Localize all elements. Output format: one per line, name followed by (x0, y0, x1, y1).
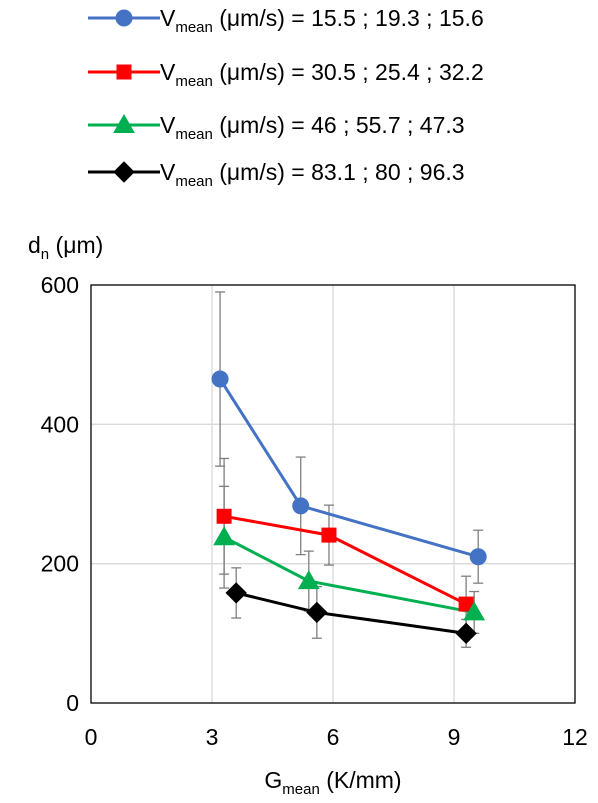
legend-label-sub: mean (175, 173, 213, 190)
x-tick-label: 3 (206, 724, 219, 750)
series-1-point-2 (292, 497, 310, 515)
y-axis-label-sub: n (41, 246, 49, 263)
series-1-point-1 (211, 370, 229, 388)
legend-label: Vmean (μm/s) = 46 ; 55.7 ; 47.3 (160, 112, 465, 143)
series-3-point-1 (213, 526, 235, 546)
series-3-point-2 (297, 570, 320, 590)
legend-entry-2: Vmean (μm/s) = 30.5 ; 25.4 ; 32.2 (88, 59, 484, 90)
y-axis-label-base: d (28, 232, 41, 258)
legend-label-sub: mean (175, 126, 213, 143)
legend-label-rest: (μm/s) = 46 ; 55.7 ; 47.3 (213, 112, 465, 138)
series-line-1 (218, 378, 479, 559)
x-axis-label-base: G (264, 767, 282, 793)
series-line-3 (223, 535, 475, 614)
legend-label-base: V (160, 159, 176, 185)
y-tick-label: 600 (41, 272, 79, 298)
series-2-point-2 (321, 527, 337, 543)
y-axis-label: dn (μm) (28, 232, 103, 263)
series-lines (218, 378, 479, 635)
y-tick-label: 0 (66, 690, 79, 716)
x-tick-label: 6 (327, 724, 340, 750)
legend-label: Vmean (μm/s) = 15.5 ; 19.3 ; 15.6 (160, 5, 484, 36)
tick-labels: 0 3 6 9 12 0 200 400 600 (41, 272, 588, 750)
legend-label-rest: (μm/s) = 30.5 ; 25.4 ; 32.2 (213, 59, 484, 85)
legend-label-base: V (160, 59, 176, 85)
series-2-point-1 (216, 508, 232, 524)
legend-marker (115, 9, 133, 27)
markers (211, 370, 487, 645)
series-line-2 (223, 514, 467, 606)
series-4-point-3 (455, 622, 477, 645)
x-tick-label: 12 (562, 724, 588, 750)
x-axis-label: Gmean (K/mm) (264, 767, 401, 798)
legend-label-sub: mean (175, 73, 213, 90)
legend-label-rest: (μm/s) = 83.1 ; 80 ; 96.3 (213, 159, 465, 185)
series-1-point-3 (469, 548, 487, 566)
series-line-4 (235, 591, 467, 635)
legend-label: Vmean (μm/s) = 30.5 ; 25.4 ; 32.2 (160, 59, 484, 90)
x-axis-label-sub: mean (282, 781, 320, 798)
x-tick-label: 0 (85, 724, 98, 750)
legend-label-base: V (160, 112, 176, 138)
y-tick-label: 200 (41, 551, 79, 577)
legend-marker (116, 64, 132, 80)
legend-label: Vmean (μm/s) = 83.1 ; 80 ; 96.3 (160, 159, 465, 190)
gridlines (91, 285, 575, 703)
legend-label-base: V (160, 5, 176, 31)
plot-frame (90, 284, 576, 704)
x-axis-label-unit: (K/mm) (320, 767, 402, 793)
legend-entry-1: Vmean (μm/s) = 15.5 ; 19.3 ; 15.6 (88, 5, 484, 36)
legend-marker (113, 161, 135, 183)
series-4-point-1 (225, 582, 247, 604)
y-tick-label: 400 (41, 411, 79, 437)
series-4-point-2 (306, 601, 328, 624)
legend-marker (113, 113, 135, 133)
legend-entry-3: Vmean (μm/s) = 46 ; 55.7 ; 47.3 (88, 112, 465, 143)
legend-label-sub: mean (175, 19, 213, 36)
legend-entry-4: Vmean (μm/s) = 83.1 ; 80 ; 96.3 (88, 159, 465, 190)
y-axis-label-unit: (μm) (49, 232, 103, 258)
legend-label-rest: (μm/s) = 15.5 ; 19.3 ; 15.6 (213, 5, 484, 31)
x-tick-label: 9 (448, 724, 461, 750)
series-3-point-3 (463, 601, 486, 621)
